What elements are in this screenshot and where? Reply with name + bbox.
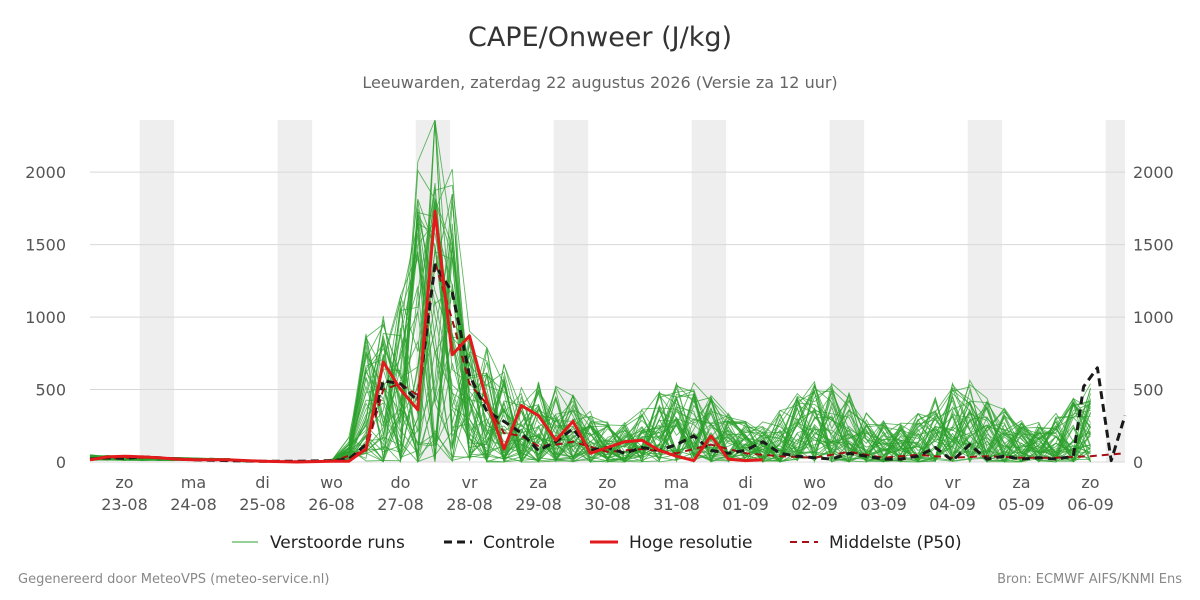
ensemble-member-line (89, 119, 1091, 463)
x-tick-date: 23-08 (101, 495, 148, 514)
ensemble-member-line (89, 119, 1091, 464)
x-tick-dow: ma (181, 473, 206, 492)
legend-label-controle: Controle (483, 533, 555, 553)
x-tick-dow: zo (115, 473, 133, 492)
ensemble-member-line (89, 251, 1091, 463)
y-tick-label-right: 500 (1133, 381, 1164, 400)
y-tick-label-left: 500 (35, 381, 66, 400)
x-tick-date: 27-08 (377, 495, 424, 514)
y-tick-label-right: 2000 (1133, 163, 1174, 182)
y-tick-label-right: 0 (1133, 453, 1143, 472)
x-tick-date: 25-08 (239, 495, 286, 514)
x-tick-dow: do (874, 473, 894, 492)
y-tick-label-right: 1000 (1133, 308, 1174, 327)
y-tick-label-left: 0 (56, 453, 66, 472)
x-tick-date: 01-09 (722, 495, 769, 514)
y-tick-label-left: 1000 (25, 308, 66, 327)
legend-label-ensemble: Verstoorde runs (270, 533, 405, 553)
x-tick-date: 03-09 (860, 495, 907, 514)
shaded-day-band (1105, 120, 1125, 462)
x-tick-date: 29-08 (515, 495, 562, 514)
y-tick-label-left: 1500 (25, 236, 66, 255)
ensemble-member-line (89, 252, 1091, 463)
legend-label-middelste: Middelste (P50) (829, 533, 962, 553)
x-tick-date: 05-09 (998, 495, 1045, 514)
x-tick-dow: di (255, 473, 270, 492)
ensemble-member-line (89, 254, 1091, 463)
x-tick-dow: zo (1081, 473, 1099, 492)
ensemble-member-line (89, 119, 1091, 463)
x-tick-dow: do (391, 473, 411, 492)
x-tick-dow: za (529, 473, 547, 492)
chart-subtitle: Leeuwarden, zaterdag 22 augustus 2026 (V… (362, 73, 838, 92)
x-tick-dow: vr (944, 473, 960, 492)
x-tick-date: 02-09 (791, 495, 838, 514)
x-tick-date: 06-09 (1067, 495, 1114, 514)
x-tick-date: 31-08 (653, 495, 700, 514)
footer-credit: Gegenereerd door MeteoVPS (meteo-service… (18, 572, 330, 587)
x-tick-dow: di (738, 473, 753, 492)
legend-label-hoge-resolutie: Hoge resolutie (629, 533, 753, 553)
x-tick-date: 04-09 (929, 495, 976, 514)
series-line-hoge-resolutie (89, 209, 763, 464)
x-tick-dow: wo (803, 473, 826, 492)
x-tick-dow: za (1012, 473, 1030, 492)
y-tick-label-left: 2000 (25, 163, 66, 182)
chart-title: CAPE/Onweer (J/kg) (467, 22, 732, 53)
x-tick-date: 28-08 (446, 495, 493, 514)
x-tick-date: 24-08 (170, 495, 217, 514)
x-tick-dow: ma (664, 473, 689, 492)
shaded-day-band (277, 120, 313, 462)
footer-source: Bron: ECMWF AIFS/KNMI Ens (997, 572, 1182, 587)
x-tick-dow: zo (598, 473, 616, 492)
x-tick-date: 26-08 (308, 495, 355, 514)
x-tick-date: 30-08 (584, 495, 631, 514)
x-tick-dow: wo (320, 473, 343, 492)
y-tick-label-right: 1500 (1133, 236, 1174, 255)
x-tick-dow: vr (461, 473, 477, 492)
shaded-day-band (139, 120, 175, 462)
